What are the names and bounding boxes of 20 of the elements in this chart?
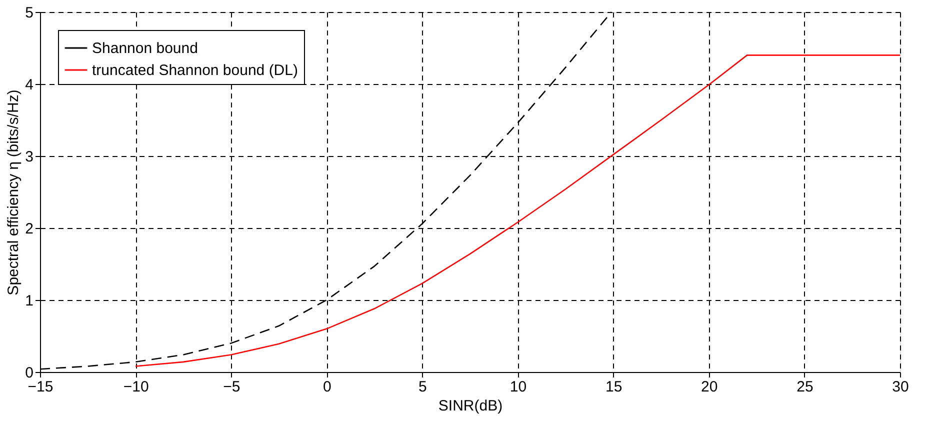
x-tick-label: −15 (28, 378, 54, 396)
x-tick-label: −5 (223, 378, 240, 396)
x-tick-label: 30 (892, 378, 909, 396)
y-tick-label: 2 (25, 220, 34, 238)
y-tick-label: 3 (25, 148, 34, 166)
x-tick-label: 25 (796, 378, 814, 396)
x-tick-label: 10 (510, 378, 527, 396)
y-tick-label: 0 (25, 364, 34, 382)
legend-label: Shannon bound (92, 40, 198, 57)
x-axis-title: SINR(dB) (438, 398, 503, 414)
y-tick-label: 4 (25, 76, 34, 94)
y-axis-title: Spectral efficiency η (bits/s/Hz) (5, 90, 22, 296)
x-tick-label: 5 (418, 378, 427, 396)
x-tick-label: 15 (605, 378, 622, 396)
x-tick-label: −10 (123, 378, 149, 396)
legend-label: truncated Shannon bound (DL) (92, 62, 298, 79)
x-tick-label: 0 (322, 378, 332, 396)
y-tick-label: 1 (25, 292, 34, 310)
y-tick-label: 5 (25, 4, 34, 22)
x-tick-label: 20 (701, 378, 718, 396)
